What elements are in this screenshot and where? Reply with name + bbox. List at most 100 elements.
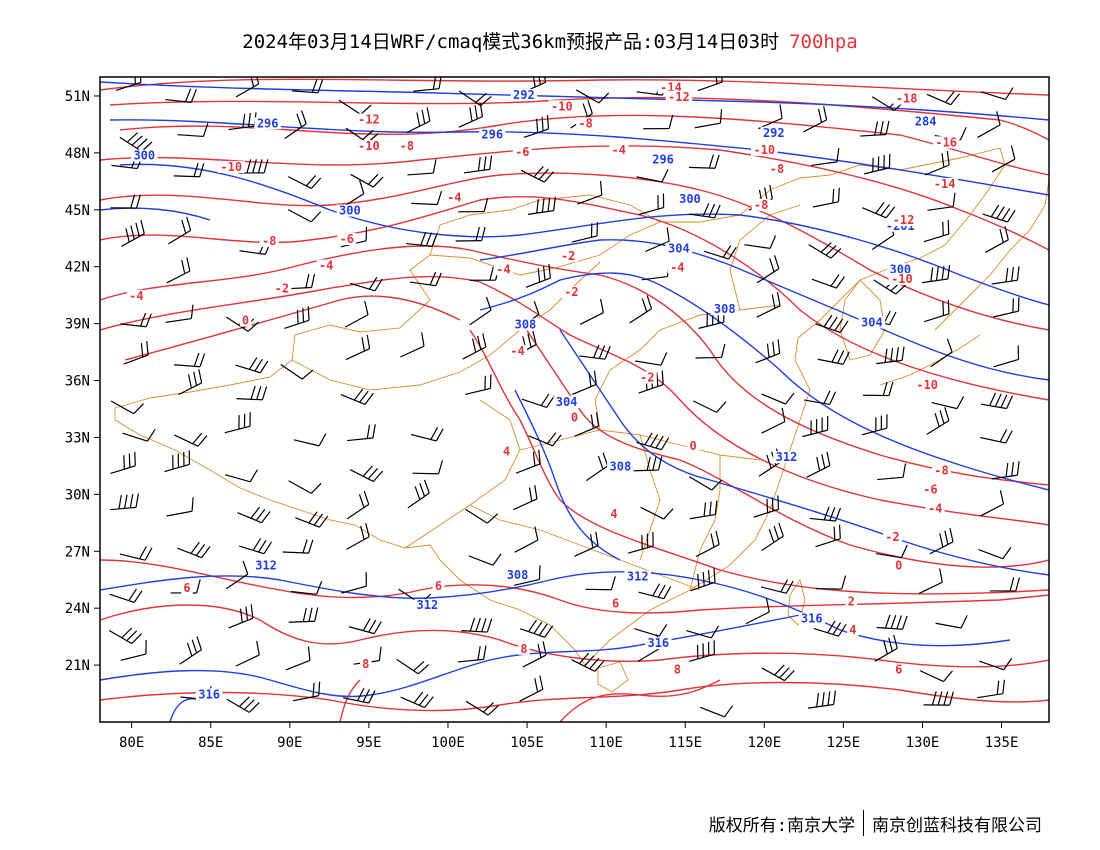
contour-label: 312 [255,558,277,572]
contour-label-bg [414,599,441,612]
wind-barb [166,257,191,284]
contour-label-bg [925,502,945,515]
wind-barb [406,107,431,134]
wind-barb [813,620,847,637]
temperature-contour [519,319,1049,568]
x-tick-label: 115E [668,735,702,751]
wind-barb [288,607,319,623]
wind-barb [991,461,1020,480]
wind-barb [876,346,905,365]
hainan-coast [597,661,629,693]
x-tick-label: 110E [589,735,623,751]
wind-barb [807,690,836,709]
y-tick-label: 24N [65,601,90,617]
contour-label: -8 [754,198,768,212]
wind-barb [991,145,1016,173]
wind-barb [165,88,197,103]
contour-label: -4 [129,289,143,303]
wind-barb [686,625,720,639]
y-tick-label: 36N [65,374,90,390]
height-contour [479,239,1049,381]
wind-barb [636,169,669,183]
wind-barb [400,332,425,358]
contour-label-bg [798,612,825,625]
contour-label: -14 [934,177,956,191]
contour-label: 8 [674,663,681,677]
wind-barb [465,374,492,396]
contour-label: 284 [915,114,937,128]
contour-label: 6 [183,581,190,595]
temperature-contour [100,681,1049,712]
wind-barb [980,490,1005,517]
contour-label: -2 [561,249,575,263]
wind-barb [396,658,430,675]
wind-barb [643,114,674,130]
height-contour [479,272,1049,491]
wind-barb [179,636,202,665]
wind-barb [121,219,145,247]
wind-barb [629,295,653,324]
contour-label-bg [493,263,513,276]
wind-barb [989,577,1021,592]
contour-label-bg [858,316,886,329]
contour-label: -12 [893,213,915,227]
wind-barb [237,506,271,524]
wind-barb [761,664,795,682]
height-contour [109,119,1049,196]
height-contour [100,81,1049,121]
korea-coast [839,279,886,361]
contour-label-bg [397,140,417,153]
contour-label-bg [637,371,657,384]
wind-barb [918,568,943,595]
contour-label: -2 [275,281,289,295]
wind-barb [695,343,726,359]
contour-label-bg [711,303,739,316]
wind-barb [919,670,953,683]
wind-barb [164,450,191,473]
contour-label: 316 [647,636,669,650]
wind-barb [235,77,260,98]
contour-label: -4 [510,344,524,358]
wind-barb [409,271,442,287]
temperature-contour [119,114,1049,176]
contour-label-bg [751,198,771,211]
contour-label-bg [181,582,193,595]
wind-barb [165,304,194,323]
wind-barb [527,196,556,215]
wind-barb [110,493,140,511]
wind-barb [108,627,143,645]
contour-label: -2 [885,530,899,544]
wind-barb [977,679,1005,699]
contour-label: 316 [801,611,823,625]
wind-barb [462,333,487,360]
contour-label: -8 [934,463,948,477]
japan-coast [934,179,1049,331]
contour-label-bg [355,113,383,126]
contour-label: 308 [515,317,537,331]
x-tick-label: 135E [985,735,1019,751]
contour-label-bg [751,143,778,156]
wind-barb [122,429,156,442]
wind-barb [293,681,321,702]
wind-barb [287,209,322,223]
wind-barb [694,109,723,129]
wind-barb [812,187,840,208]
contour-label-bg [607,460,634,473]
wind-barb [120,312,152,328]
wind-barb [284,306,310,329]
contour-label: -4 [496,262,510,276]
wind-barb [638,583,672,600]
wind-barb [924,151,950,176]
wind-barb [756,291,781,318]
wind-barb [815,314,849,334]
contour-label: 4 [503,445,510,459]
wind-barb [226,696,260,713]
contour-label: 292 [763,126,785,140]
contour-label-bg [608,508,620,521]
contour-label-bg [479,128,506,141]
wind-barb [760,579,794,594]
wind-barb [225,469,258,483]
contour-label-bg [665,242,693,255]
province-line [469,504,701,591]
contour-label: -6 [340,232,354,246]
